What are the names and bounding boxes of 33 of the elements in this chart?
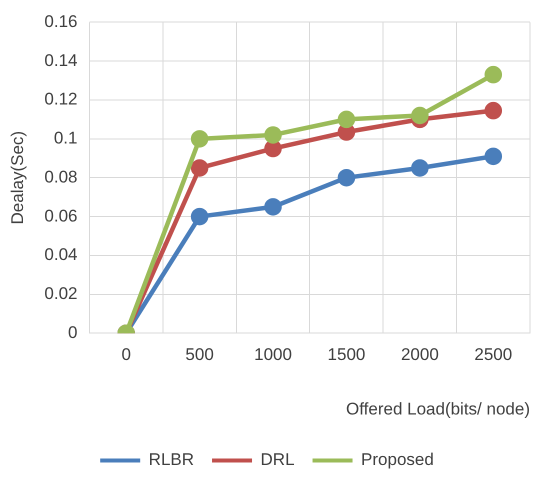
x-tick-label: 0 [121,345,131,364]
point [264,140,282,158]
point [338,168,356,186]
point [190,130,208,148]
y-tick-label: 0.12 [44,90,78,109]
y-tick-label: 0.1 [54,128,78,148]
y-tick-label: 0.02 [44,284,78,304]
y-tick-label: 0.08 [44,167,78,186]
point [484,66,502,84]
x-tick-label: 2500 [474,345,512,364]
legend-label: Proposed [361,450,434,470]
x-tick-label: 1500 [328,345,366,364]
point [338,110,356,128]
point [190,208,208,226]
point [411,159,429,177]
y-axis-title: Dealay(Sec) [8,130,27,224]
point [484,102,502,120]
point [411,106,429,124]
x-tick-label: 2000 [400,345,439,364]
point [264,126,282,144]
x-tick-label: 1000 [254,345,292,364]
y-tick-label: 0.14 [44,50,78,70]
legend-label: RLBR [148,450,194,470]
point [190,159,208,177]
y-tick-label: 0 [68,322,78,342]
y-tick-label: 0.04 [44,245,78,264]
x-tick-label: 500 [185,345,214,364]
point [484,148,502,166]
point [264,198,282,216]
y-tick-label: 0.06 [44,206,78,226]
x-axis-title: Offered Load(bits/ node) [346,399,530,418]
y-tick-label: 0.16 [44,12,78,31]
legend-label: DRL [260,450,295,470]
